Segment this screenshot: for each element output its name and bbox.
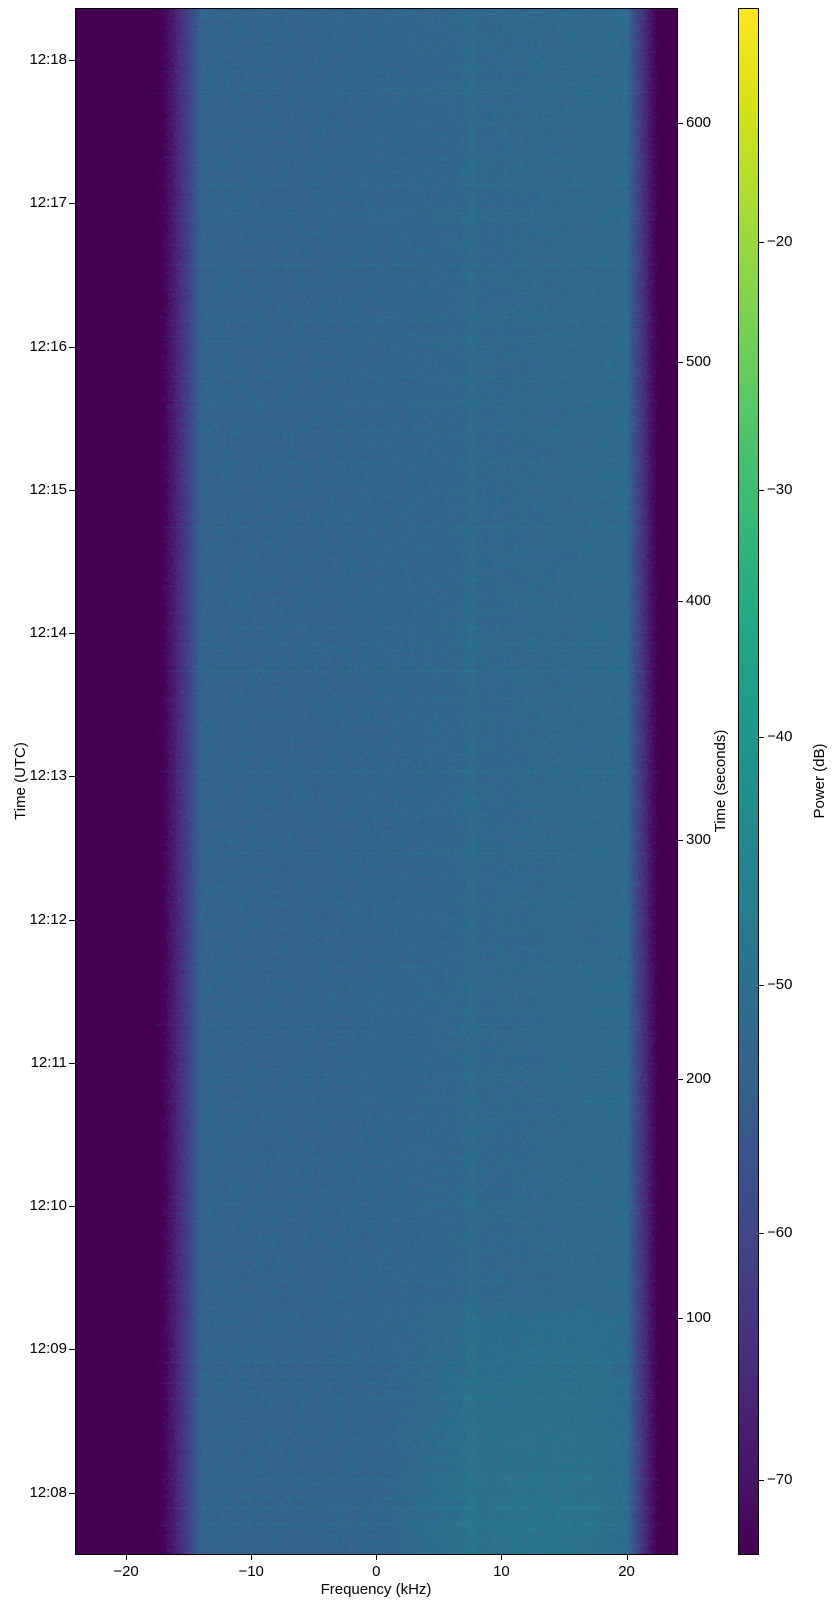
svg-text:Time (UTC): Time (UTC): [12, 742, 29, 820]
svg-text:Power (dB): Power (dB): [811, 743, 828, 818]
svg-text:Time (seconds): Time (seconds): [712, 730, 729, 833]
